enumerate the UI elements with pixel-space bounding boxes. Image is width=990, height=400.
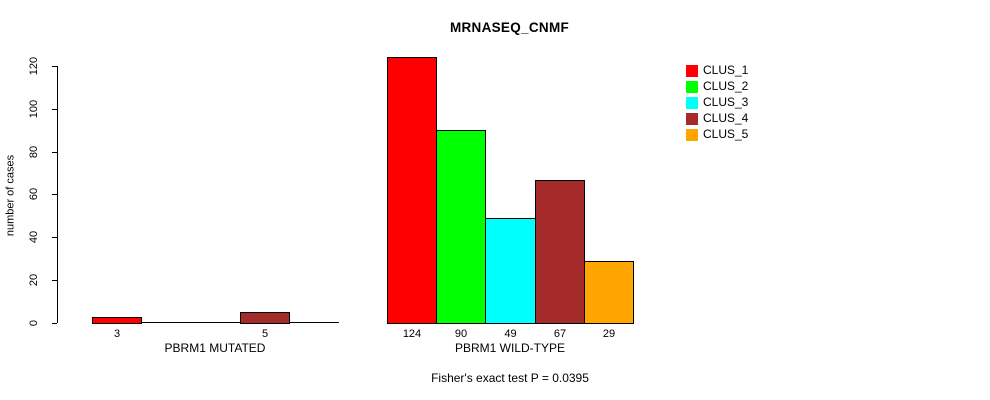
bar-value-label-clus_1-group1: 124	[402, 328, 422, 340]
y-axis-tick	[52, 280, 57, 281]
bar-value-label-clus_3-group1: 49	[504, 328, 517, 340]
bar-clus_2-group0-zero	[141, 322, 191, 323]
legend-swatch-clus_5	[686, 128, 698, 141]
bar-clus_5-group1	[584, 261, 634, 324]
y-axis-tick	[52, 237, 57, 238]
legend-label-clus_4: CLUS_4	[703, 111, 749, 125]
bar-value-label-clus_4-group0: 5	[261, 328, 269, 340]
legend-item-clus_4: CLUS_4	[686, 112, 748, 125]
x-group-label-mutated: PBRM1 MUTATED	[164, 341, 266, 355]
y-axis-tick-label: 20	[28, 273, 40, 287]
y-axis-tick	[52, 194, 57, 195]
bar-clus_3-group1	[485, 218, 536, 324]
y-axis-tick-label: 0	[28, 319, 40, 327]
legend-label-clus_2: CLUS_2	[703, 79, 749, 93]
fisher-test-annotation: Fisher's exact test P = 0.0395	[431, 371, 589, 385]
legend-swatch-clus_1	[686, 64, 698, 77]
legend-swatch-clus_4	[686, 112, 698, 125]
legend-swatch-clus_3	[686, 96, 698, 109]
y-axis-tick	[52, 152, 57, 153]
bar-value-label-clus_4-group1: 67	[553, 328, 567, 340]
bar-clus_4-group0	[240, 312, 290, 324]
chart-title: MRNASEQ_CNMF	[449, 20, 570, 35]
bar-clus_5-group0-zero	[289, 322, 339, 323]
bar-value-label-clus_1-group0: 3	[113, 328, 121, 340]
y-axis-title: number of cases	[4, 154, 17, 237]
bar-value-label-clus_2-group1: 90	[454, 328, 468, 340]
legend-item-clus_2: CLUS_2	[686, 80, 748, 93]
y-axis-line	[57, 66, 58, 323]
legend-item-clus_1: CLUS_1	[686, 64, 748, 77]
y-axis-tick-label: 120	[28, 56, 40, 76]
y-axis-tick-label: 100	[28, 99, 40, 119]
bar-value-label-clus_5-group1: 29	[602, 328, 616, 340]
y-axis-tick-label: 60	[28, 187, 40, 201]
legend-label-clus_3: CLUS_3	[703, 95, 749, 109]
x-group-label-wildtype: PBRM1 WILD-TYPE	[454, 341, 565, 355]
y-axis-tick	[52, 109, 57, 110]
legend-label-clus_5: CLUS_5	[703, 127, 749, 141]
legend-label-clus_1: CLUS_1	[703, 63, 749, 77]
y-axis-tick-label: 80	[28, 145, 40, 159]
bar-clus_4-group1	[535, 180, 585, 324]
legend-item-clus_5: CLUS_5	[686, 128, 748, 141]
bar-clus_1-group0	[92, 317, 142, 324]
bar-clus_2-group1	[436, 130, 486, 324]
y-axis-tick-label: 40	[28, 230, 40, 244]
y-axis-tick	[52, 323, 57, 324]
y-axis-tick	[52, 66, 57, 67]
bar-clus_1-group1	[387, 57, 437, 324]
legend-swatch-clus_2	[686, 80, 698, 93]
bar-clus_3-group0-zero	[190, 322, 241, 323]
legend-item-clus_3: CLUS_3	[686, 96, 748, 109]
